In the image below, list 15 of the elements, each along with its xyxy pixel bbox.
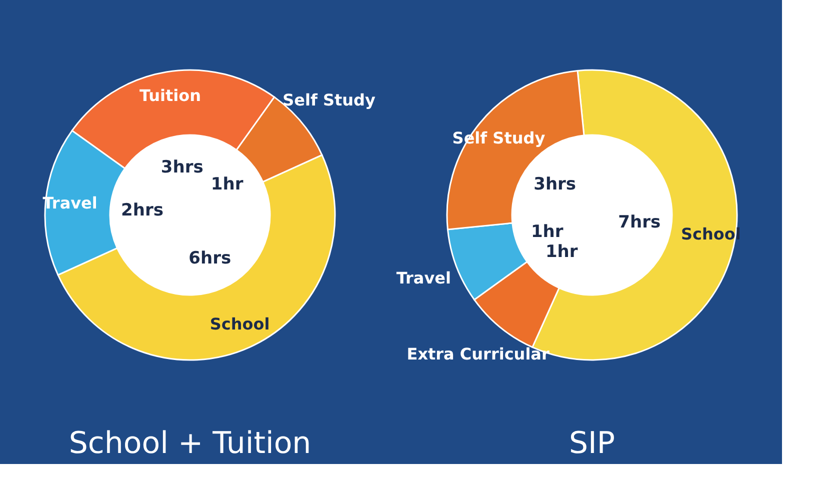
data-label: 3hrs	[534, 174, 576, 195]
data-label: 1hr	[530, 222, 564, 242]
data-label: 6hrs	[188, 248, 232, 269]
data-label: 1hr	[545, 242, 578, 262]
data-label: 1hr	[210, 174, 244, 195]
data-label: 2hrs	[121, 200, 164, 220]
data-label: 7hrs	[618, 212, 661, 233]
text: SIP	[569, 426, 615, 461]
slice-label: Tuition	[139, 86, 202, 106]
text: School + Tuition	[68, 426, 312, 461]
slice-label: Extra Curricular	[406, 344, 550, 364]
slice-label: Travel	[396, 268, 451, 288]
data-label: 3hrs	[160, 158, 204, 178]
slice-label: Self Study	[282, 90, 376, 110]
slice-label: School	[210, 314, 270, 334]
